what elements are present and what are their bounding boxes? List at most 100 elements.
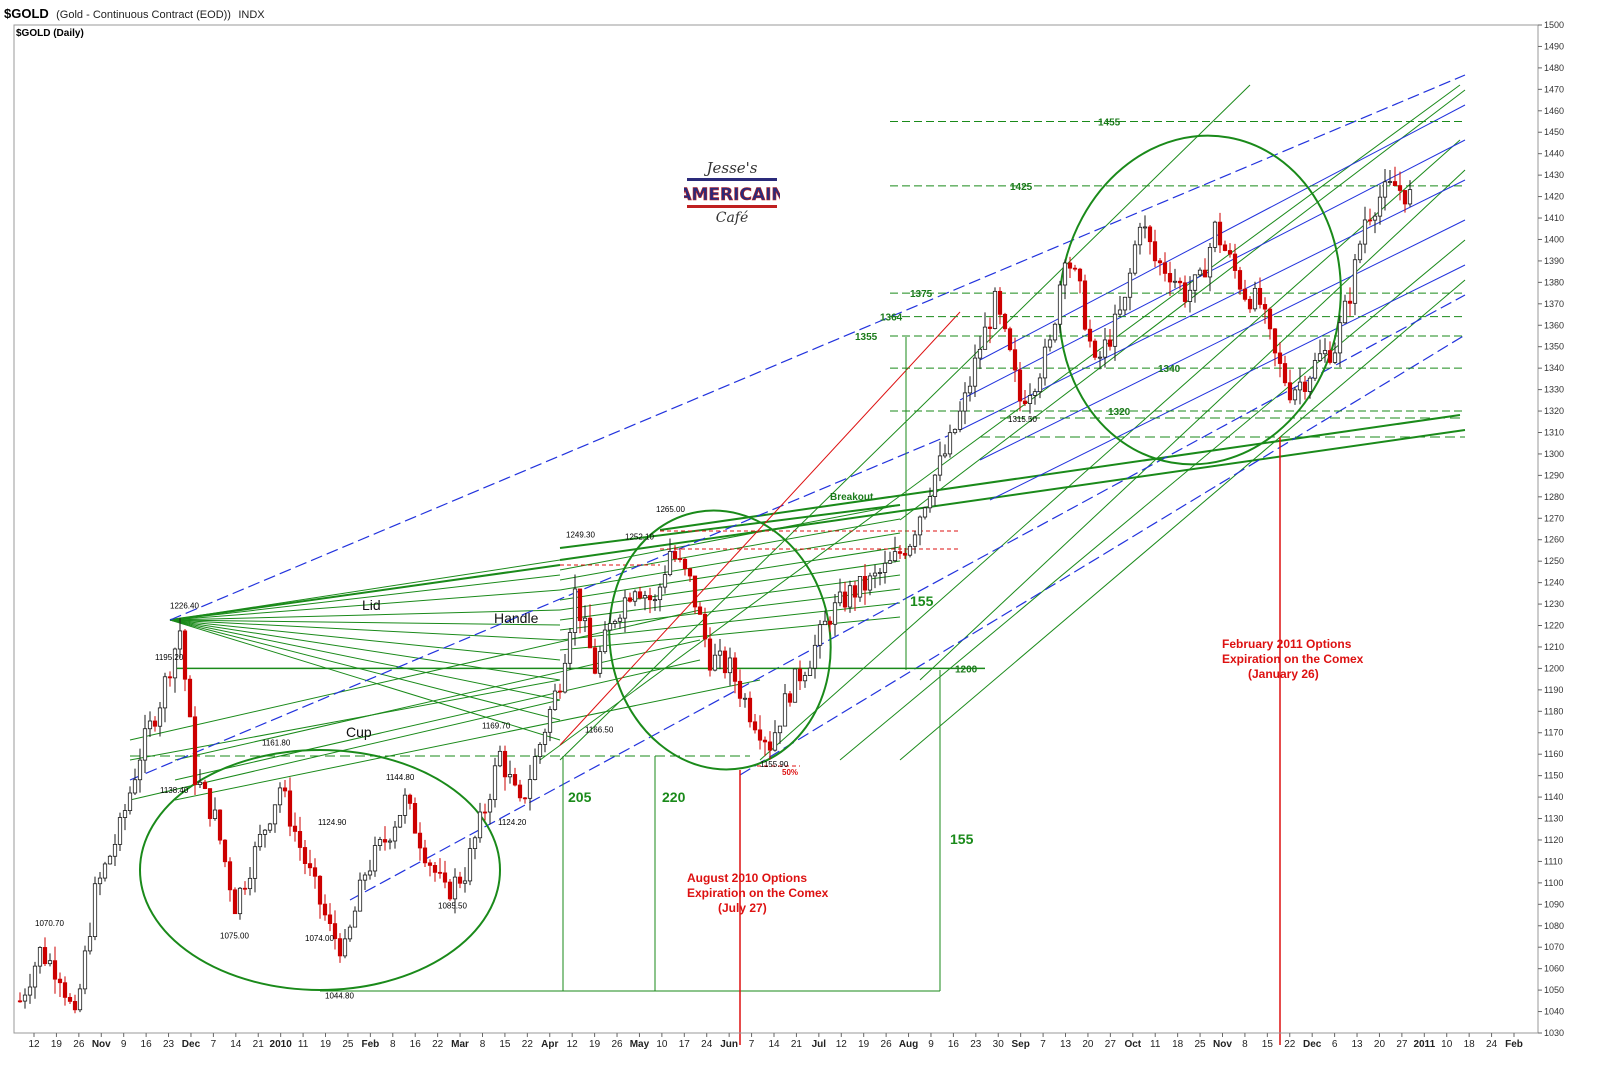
candle-body <box>697 606 703 615</box>
candle-body <box>532 756 538 780</box>
fan-line <box>559 616 901 651</box>
candle-body <box>827 620 833 625</box>
candle-body <box>1272 328 1278 354</box>
candle-body <box>357 879 363 912</box>
candle-body <box>22 994 28 1002</box>
candle-body <box>172 648 178 679</box>
y-tick-label: 1490 <box>1544 41 1564 51</box>
candle-body <box>1197 269 1203 276</box>
candle-body <box>1097 356 1103 359</box>
candle-body <box>1117 309 1123 315</box>
candle-body <box>1312 360 1318 379</box>
candle-body <box>677 558 683 560</box>
candle-body <box>157 707 163 727</box>
candle-body <box>1027 395 1033 404</box>
candle-body <box>787 693 793 703</box>
candle-body <box>422 847 428 864</box>
candle-body <box>1212 221 1218 248</box>
price-label: 1070.70 <box>35 919 64 928</box>
x-tick-label: 11 <box>1150 1039 1161 1050</box>
x-tick-label: 2010 <box>270 1039 293 1050</box>
channel-line <box>839 239 1466 761</box>
candle-body <box>1367 219 1373 222</box>
y-tick-label: 1220 <box>1544 621 1564 631</box>
candle-body <box>122 810 128 818</box>
candle-body <box>47 960 53 965</box>
candle-body <box>1202 269 1208 278</box>
candle-body <box>62 982 68 998</box>
x-tick-label: 13 <box>1060 1039 1072 1050</box>
candle-body <box>797 668 803 682</box>
candle-body <box>1007 328 1013 351</box>
jesses-americain-cafe-logo: Jesse's AMERICAIN Café <box>684 159 780 226</box>
candle-body <box>212 809 218 819</box>
exchange-label: INDX <box>238 9 265 21</box>
candle-body <box>1102 339 1108 358</box>
candle-body <box>1357 243 1363 261</box>
price-label: 1044.80 <box>325 992 354 1001</box>
price-label: 1074.00 <box>305 934 334 943</box>
x-tick-label: 9 <box>121 1039 127 1050</box>
price-label: 1265.00 <box>656 505 685 514</box>
y-tick-label: 1160 <box>1544 749 1563 759</box>
candle-body <box>372 845 378 872</box>
y-tick-label: 1470 <box>1544 84 1564 94</box>
candle-body <box>1057 284 1063 325</box>
candle-body <box>1157 260 1163 264</box>
y-tick-label: 1060 <box>1544 964 1564 974</box>
candle-body <box>872 572 878 577</box>
level-label: 1320 <box>1108 407 1131 418</box>
candle-body <box>1402 190 1408 205</box>
candle-body <box>852 585 858 598</box>
y-tick-label: 1040 <box>1544 1007 1564 1017</box>
price-label: 1169.70 <box>482 721 511 730</box>
candle-body <box>577 588 583 622</box>
candle-body <box>587 617 593 649</box>
candle-body <box>1362 219 1368 245</box>
handle-label: Handle <box>494 610 539 626</box>
candle-body <box>702 613 708 640</box>
candle-body <box>1262 304 1268 310</box>
candle-body <box>667 551 673 576</box>
candle-body <box>547 709 553 733</box>
candle-body <box>557 690 563 693</box>
candle-body <box>497 750 503 767</box>
candle-body <box>247 877 253 890</box>
candle-body <box>922 507 928 518</box>
y-tick-label: 1420 <box>1544 192 1564 202</box>
candle-body <box>167 676 173 679</box>
candle-body <box>867 575 873 591</box>
candle-body <box>842 591 848 608</box>
logo-line1: Jesse's <box>704 159 758 177</box>
candle-body <box>932 474 938 497</box>
candle-body <box>342 938 348 957</box>
y-tick-label: 1290 <box>1544 470 1564 480</box>
x-tick-label: 7 <box>1040 1039 1046 1050</box>
trendlines <box>129 74 1466 1045</box>
candle-body <box>1047 339 1053 348</box>
candle-body <box>582 617 588 622</box>
candle-body <box>37 947 43 967</box>
x-tick-label: Mar <box>451 1039 469 1050</box>
candle-body <box>187 678 193 718</box>
candle-body <box>927 496 933 509</box>
fan-line <box>559 504 901 571</box>
candle-body <box>637 591 643 599</box>
y-tick-label: 1370 <box>1544 299 1564 309</box>
price-label: 1249.30 <box>566 531 595 540</box>
candle-body <box>737 680 743 699</box>
price-label: 1085.50 <box>438 902 467 911</box>
candle-body <box>127 792 133 811</box>
candle-body <box>317 875 323 905</box>
candle-body <box>782 693 788 727</box>
x-tick-label: Feb <box>361 1039 379 1050</box>
x-tick-label: 17 <box>679 1039 691 1050</box>
y-tick-label: 1090 <box>1544 899 1564 909</box>
candle-body <box>417 832 423 849</box>
candle-body <box>1182 282 1188 302</box>
y-tick-label: 1280 <box>1544 492 1564 502</box>
candle-body <box>347 926 353 940</box>
fan-line <box>169 619 561 741</box>
candle-body <box>977 348 983 359</box>
candle-body <box>1222 244 1228 251</box>
